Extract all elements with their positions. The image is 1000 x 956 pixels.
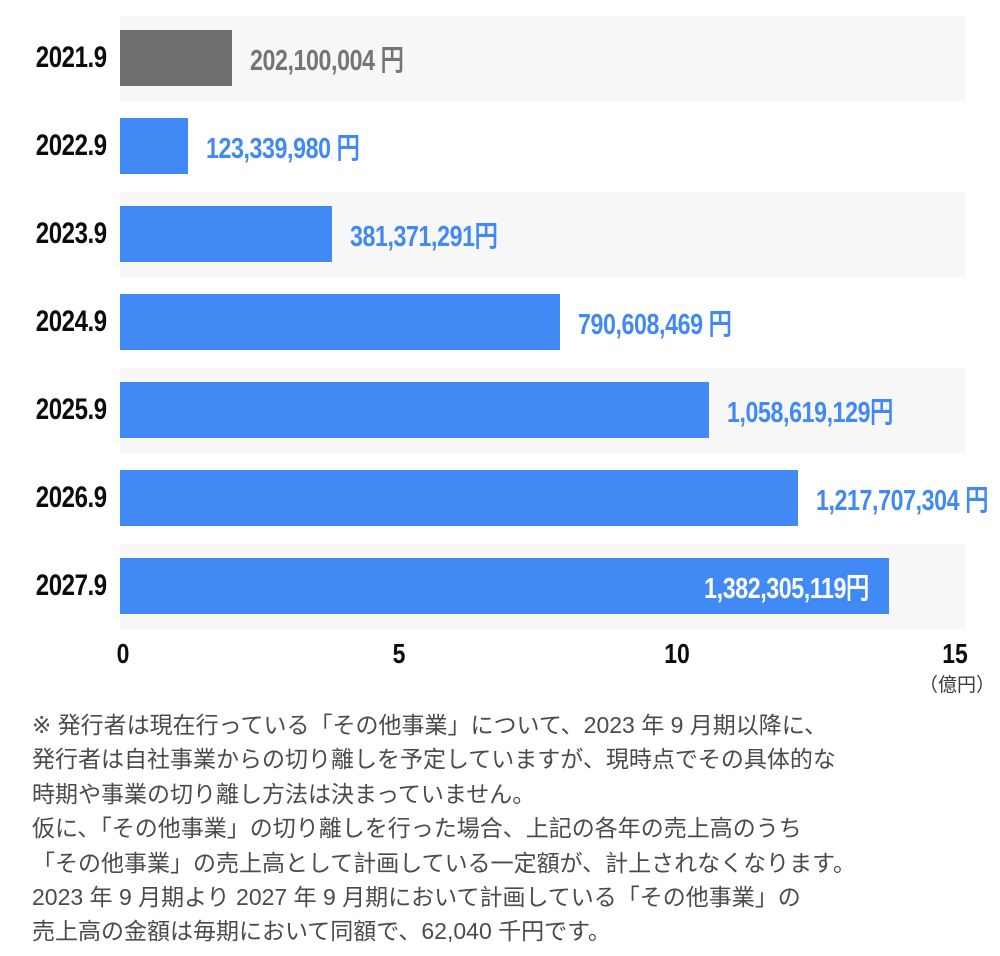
bar-forecast-2025 <box>120 382 709 438</box>
year-label: 2027.9 <box>35 569 107 602</box>
y-axis-label: 2021.9 <box>0 41 120 75</box>
footnote: ※ 発行者は現在行っている「その他事業」について、2023 年 9 月期以降に、… <box>0 702 1000 949</box>
x-tick-0: 0 <box>116 638 129 669</box>
x-axis: 0 5 10 15 （億円） <box>116 630 995 702</box>
footnote-line: 仮に、「その他事業」の切り離しを行った場合、上記の各年の売上高のうち <box>32 815 802 842</box>
footnote-line: 売上高の金額は毎期において同額で、62,040 千円です。 <box>32 918 611 945</box>
bar-value-label: 202,100,004 円 <box>250 45 404 77</box>
bar-forecast-2026 <box>120 470 798 526</box>
year-label: 2021.9 <box>35 41 107 74</box>
y-axis-label: 2026.9 <box>0 481 120 515</box>
bar-forecast-2023 <box>120 206 333 262</box>
plot-band: 1,217,707,304 円 <box>120 455 988 541</box>
chart-row-2027: 2027.9 1,382,305,119円 <box>0 542 1000 630</box>
y-axis-label: 2023.9 <box>0 217 120 251</box>
bar-forecast-2024 <box>120 294 561 350</box>
footnote-line: 「その他事業」の売上高として計画している一定額が、計上されなくなります。 <box>32 849 856 876</box>
bar-value-label: 123,339,980 円 <box>206 133 360 165</box>
x-tick-15: 15 <box>942 638 968 669</box>
x-axis-unit: （億円） <box>918 675 995 696</box>
year-label: 2023.9 <box>35 217 107 250</box>
x-tick-10: 10 <box>664 638 690 669</box>
bar-actual-2021 <box>120 30 233 86</box>
bar-value-label: 790,608,469 円 <box>578 309 732 341</box>
footnote-line: ※ 発行者は現在行っている「その他事業」について、2023 年 9 月期以降に、 <box>32 712 828 738</box>
chart-row-2023: 2023.9 381,371,291円 <box>0 190 1000 278</box>
footnote-line: 2023 年 9 月期より 2027 年 9 月期において計画している「その他事… <box>32 884 801 911</box>
y-axis-label: 2024.9 <box>0 305 120 339</box>
plot-band: 381,371,291円 <box>120 191 965 277</box>
bar-value-label: 381,371,291円 <box>350 221 498 253</box>
chart-row-2024: 2024.9 790,608,469 円 <box>0 278 1000 366</box>
plot-band: 123,339,980 円 <box>120 103 965 189</box>
x-tick-5: 5 <box>392 638 406 669</box>
bar-value-label: 1,382,305,119円 <box>704 573 869 605</box>
bar-value-label: 1,217,707,304 円 <box>815 485 988 517</box>
bar-value-label: 1,058,619,129円 <box>726 397 893 429</box>
y-axis-label: 2027.9 <box>0 569 120 603</box>
y-axis-label: 2025.9 <box>0 393 120 427</box>
plot-band: 1,058,619,129円 <box>120 367 965 453</box>
year-label: 2022.9 <box>35 129 107 162</box>
bar-forecast-2027: 1,382,305,119円 <box>120 558 889 614</box>
chart-row-2025: 2025.9 1,058,619,129円 <box>0 366 1000 454</box>
plot-band: 790,608,469 円 <box>120 279 965 365</box>
chart-row-2022: 2022.9 123,339,980 円 <box>0 102 1000 190</box>
year-label: 2026.9 <box>35 481 107 514</box>
footnote-line: 時期や事業の切り離し方法は決まっていません。 <box>32 780 536 807</box>
plot-band: 202,100,004 円 <box>120 15 965 101</box>
footnote-line: 発行者は自社事業からの切り離しを予定していますが、現時点でその具体的な <box>32 746 836 773</box>
year-label: 2025.9 <box>35 393 107 426</box>
y-axis-label: 2022.9 <box>0 129 120 163</box>
bar-forecast-2022 <box>120 118 189 174</box>
chart-row-2026: 2026.9 1,217,707,304 円 <box>0 454 1000 542</box>
chart-row-2021: 2021.9 202,100,004 円 <box>0 14 1000 102</box>
year-label: 2024.9 <box>35 305 107 338</box>
plot-band: 1,382,305,119円 <box>120 543 965 629</box>
